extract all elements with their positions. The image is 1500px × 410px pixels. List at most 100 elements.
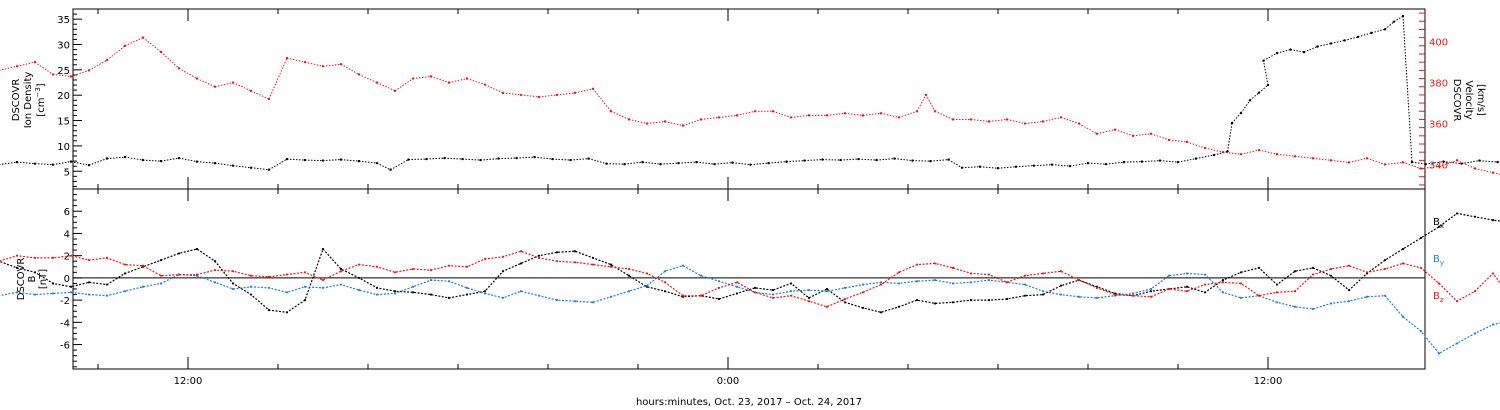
by-point <box>15 291 19 294</box>
bz-point <box>1185 290 1189 293</box>
velocity-segment <box>1006 118 1026 125</box>
by-point <box>1239 296 1243 299</box>
bz-point <box>573 261 577 264</box>
velocity-segment <box>1402 161 1422 170</box>
density-unit-exponent: −3 <box>34 87 42 97</box>
velocity-segment <box>1384 161 1404 165</box>
velocity-segment <box>934 110 954 120</box>
density-segment <box>376 162 391 171</box>
by-point <box>1203 273 1207 276</box>
bz-point <box>627 267 631 271</box>
density-segment <box>912 160 931 162</box>
velocity-segment <box>286 57 306 63</box>
by-point <box>69 291 73 294</box>
density-segment <box>52 161 72 166</box>
x-axis-label: hours:minutes, Oct. 23, 2017 – Oct. 24, … <box>636 397 862 408</box>
velocity-segment <box>1348 157 1368 163</box>
by-point <box>159 282 163 285</box>
velocity-segment <box>1294 155 1314 159</box>
bz-point <box>1311 273 1315 276</box>
density-segment <box>516 156 535 159</box>
bz-point <box>1149 295 1153 298</box>
bx-point <box>1437 225 1441 228</box>
bx-point <box>843 301 847 304</box>
by-point <box>105 294 109 297</box>
bz-point <box>483 257 487 261</box>
legend-bx-name: B <box>1433 217 1440 228</box>
velocity-segment <box>1276 153 1296 157</box>
velocity-segment <box>970 118 990 122</box>
bz-point <box>1059 270 1063 273</box>
bz-point <box>699 294 703 297</box>
by-point <box>537 294 541 297</box>
bx-point <box>357 276 361 279</box>
bz-point <box>429 269 433 272</box>
magnetic-field-axis-ticks: -6 -4 -2 0 2 4 6 <box>60 194 82 368</box>
velocity-segment <box>700 116 720 120</box>
velocity-segment <box>574 88 594 94</box>
bz-point <box>753 291 757 294</box>
bx-point <box>1221 279 1225 282</box>
bz-point <box>1113 293 1117 296</box>
bz-point <box>717 286 721 289</box>
bx-point <box>1203 291 1207 294</box>
velocity-segment <box>0 65 18 71</box>
density-segment <box>696 161 715 165</box>
density-segment <box>480 158 499 161</box>
bx-point <box>1491 219 1495 222</box>
velocity-segment <box>1474 168 1494 174</box>
bx-point <box>519 262 523 265</box>
bz-point <box>1365 271 1369 274</box>
bz-point <box>519 250 523 253</box>
velocity-segment <box>736 110 756 116</box>
velocity-segment <box>502 92 522 96</box>
by-point <box>1095 296 1099 299</box>
bx-point <box>105 283 109 286</box>
velocity-segment <box>1240 149 1260 155</box>
density-segment <box>979 166 999 169</box>
bx-point <box>879 311 883 314</box>
magnetic-field-plot-frame <box>72 188 1426 370</box>
density-segment <box>678 161 697 164</box>
by-point <box>1077 295 1081 298</box>
density-unit-base: [cm <box>36 98 47 117</box>
density-segment <box>1051 164 1071 167</box>
density-segment <box>286 158 306 161</box>
bx-point <box>753 286 757 289</box>
series-bz <box>0 250 1500 308</box>
density-segment <box>0 161 18 166</box>
velocity-segment <box>898 110 918 118</box>
bz-point <box>33 256 37 259</box>
magnetic-axis-label-line1: DSCOVR <box>16 258 27 301</box>
series-bx <box>0 212 1500 313</box>
bz-point <box>357 263 361 266</box>
bx-point <box>1293 270 1297 273</box>
bz-point <box>1203 283 1207 286</box>
by-point <box>555 299 559 302</box>
by-point <box>915 280 919 283</box>
bz-point <box>303 271 307 274</box>
by-point <box>933 279 937 282</box>
by-point <box>1329 302 1333 305</box>
bx-point <box>1383 259 1387 262</box>
bx-point <box>429 293 433 296</box>
density-segment <box>1177 158 1197 163</box>
bz-point <box>501 255 505 258</box>
bx-point <box>177 252 181 255</box>
legend-bx: Bx <box>1433 217 1444 230</box>
density-segment <box>1384 21 1395 30</box>
density-velocity-plot-frame <box>72 8 1426 190</box>
by-point <box>951 282 955 285</box>
bx-point <box>303 299 307 302</box>
velocity-segment <box>70 69 90 77</box>
density-segment <box>1263 52 1278 62</box>
density-segment <box>498 157 517 160</box>
bx-point <box>663 290 667 293</box>
bz-point <box>87 259 91 262</box>
legend-by-sub: y <box>1440 259 1444 267</box>
bz-point <box>1293 290 1297 293</box>
bx-point <box>789 282 793 285</box>
bz-point <box>123 263 127 266</box>
bz-point <box>1437 282 1441 285</box>
